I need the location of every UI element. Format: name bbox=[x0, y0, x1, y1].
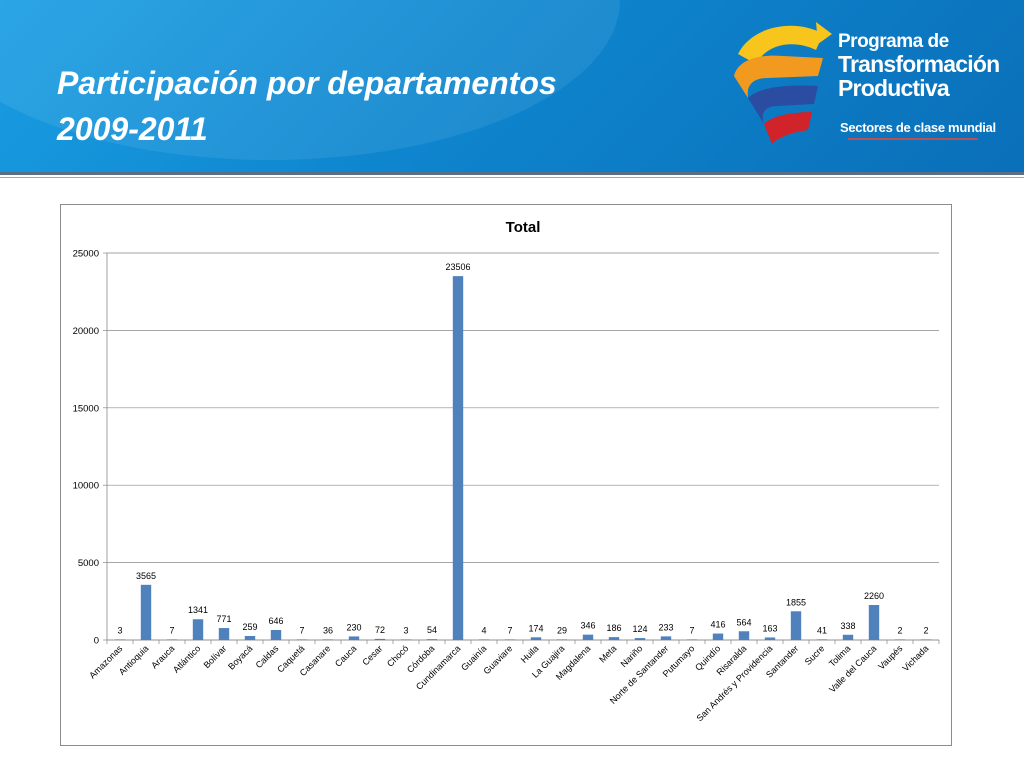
chart-area: Total 0 5000 10000 15000 20000 25000 3 Amazonas 3… bbox=[60, 204, 952, 746]
bar-1 bbox=[140, 584, 152, 640]
data-label: 163 bbox=[762, 623, 777, 633]
data-label: 174 bbox=[528, 623, 543, 633]
slide-header: Participación por departamentos 2009-201… bbox=[0, 0, 1024, 172]
category-label: Huila bbox=[519, 643, 541, 665]
bar-19 bbox=[608, 637, 620, 640]
bar-11 bbox=[400, 639, 412, 640]
header-rule bbox=[0, 172, 1024, 175]
data-label: 3565 bbox=[136, 571, 156, 581]
logo-swirl-icon bbox=[734, 22, 832, 144]
bar-30 bbox=[894, 639, 906, 640]
category-label: Meta bbox=[597, 643, 618, 664]
category-label: Vichada bbox=[900, 643, 930, 673]
data-label: 7 bbox=[299, 625, 304, 635]
category-label: Bolívar bbox=[202, 643, 229, 670]
bar-0 bbox=[114, 639, 126, 640]
logo-line3: Productiva bbox=[838, 75, 950, 101]
data-label: 3 bbox=[117, 625, 122, 635]
category-label: Guaviare bbox=[482, 643, 515, 676]
bar-3 bbox=[192, 619, 204, 640]
data-label: 4 bbox=[481, 625, 486, 635]
data-label: 646 bbox=[268, 616, 283, 626]
slide-title: Participación por departamentos 2009-201… bbox=[57, 60, 557, 152]
bar-10 bbox=[374, 638, 386, 640]
data-label: 54 bbox=[427, 625, 437, 635]
bar-8 bbox=[322, 639, 334, 640]
bar-9 bbox=[348, 636, 360, 640]
bar-27 bbox=[816, 639, 828, 640]
data-label: 416 bbox=[710, 620, 725, 630]
data-label: 1855 bbox=[786, 597, 806, 607]
header-rule-thin bbox=[0, 177, 1024, 178]
bar-14 bbox=[478, 639, 490, 640]
bar-23 bbox=[712, 633, 724, 640]
data-label: 7 bbox=[507, 625, 512, 635]
bar-29 bbox=[868, 605, 880, 640]
data-label: 1341 bbox=[188, 605, 208, 615]
category-label: Sucre bbox=[803, 643, 827, 667]
chart-title: Total bbox=[506, 219, 541, 236]
category-label: Cesar bbox=[360, 643, 384, 667]
data-label: 72 bbox=[375, 625, 385, 635]
y-tick-label: 5000 bbox=[78, 558, 99, 569]
bar-22 bbox=[686, 639, 698, 640]
data-label: 233 bbox=[658, 622, 673, 632]
bar-13 bbox=[452, 276, 464, 640]
data-label: 564 bbox=[736, 617, 751, 627]
logo-wordmark: Programa de Transformación Productiva bbox=[838, 31, 1000, 101]
logo-underline bbox=[848, 138, 978, 140]
data-label: 124 bbox=[632, 624, 647, 634]
data-label: 186 bbox=[606, 623, 621, 633]
category-label: Cauca bbox=[333, 643, 358, 668]
category-label: Amazonas bbox=[87, 643, 124, 680]
data-label: 29 bbox=[557, 625, 567, 635]
bar-6 bbox=[270, 629, 282, 640]
data-label: 2260 bbox=[864, 591, 884, 601]
data-label: 338 bbox=[840, 621, 855, 631]
bar-16 bbox=[530, 637, 542, 640]
slide-title-line2: 2009-2011 bbox=[57, 111, 208, 147]
data-label: 41 bbox=[817, 625, 827, 635]
data-label: 7 bbox=[689, 625, 694, 635]
bar-21 bbox=[660, 636, 672, 640]
bar-5 bbox=[244, 635, 256, 640]
category-label: Valle del Cauca bbox=[827, 643, 878, 694]
y-tick-label: 15000 bbox=[73, 403, 99, 414]
y-tick-label: 20000 bbox=[73, 326, 99, 337]
data-label: 259 bbox=[242, 622, 257, 632]
bar-17 bbox=[556, 639, 568, 640]
logo-tagline: Sectores de clase mundial bbox=[840, 120, 996, 135]
data-label: 346 bbox=[580, 621, 595, 631]
bar-18 bbox=[582, 634, 594, 640]
category-label: Atlántico bbox=[171, 643, 202, 674]
bar-chart: Total 0 5000 10000 15000 20000 25000 3 Amazonas 3… bbox=[73, 219, 940, 723]
logo-line1: Programa de bbox=[838, 31, 949, 52]
program-logo: Programa de Transformación Productiva Se… bbox=[728, 14, 1000, 154]
bar-15 bbox=[504, 639, 516, 640]
bar-28 bbox=[842, 634, 854, 640]
data-label: 2 bbox=[923, 625, 928, 635]
bar-24 bbox=[738, 631, 750, 640]
data-label: 36 bbox=[323, 625, 333, 635]
bar-7 bbox=[296, 639, 308, 640]
bar-26 bbox=[790, 611, 802, 640]
y-tick-label: 0 bbox=[94, 636, 99, 647]
bar-25 bbox=[764, 637, 776, 640]
bar-31 bbox=[920, 639, 932, 640]
bar-4 bbox=[218, 628, 230, 640]
data-label: 7 bbox=[169, 625, 174, 635]
data-label: 230 bbox=[346, 622, 361, 632]
logo-line2: Transformación bbox=[838, 51, 1000, 77]
category-label: Boyacá bbox=[226, 643, 254, 671]
data-label: 23506 bbox=[445, 262, 470, 272]
bar-2 bbox=[166, 639, 178, 640]
bar-20 bbox=[634, 638, 646, 640]
slide-title-line1: Participación por departamentos bbox=[57, 65, 557, 101]
bar-12 bbox=[426, 639, 438, 640]
y-tick-label: 25000 bbox=[73, 249, 99, 260]
data-label: 3 bbox=[403, 625, 408, 635]
data-label: 771 bbox=[216, 614, 231, 624]
data-label: 2 bbox=[897, 625, 902, 635]
y-tick-label: 10000 bbox=[73, 481, 99, 492]
